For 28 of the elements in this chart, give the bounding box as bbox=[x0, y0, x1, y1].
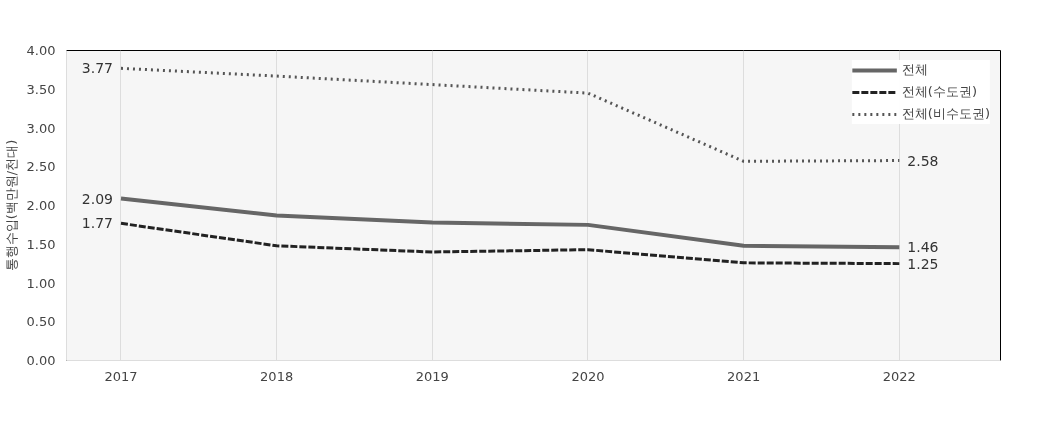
data-label: 2.58 bbox=[907, 152, 939, 169]
line-series bbox=[118, 196, 902, 250]
y-tick-label: 1.00 bbox=[26, 275, 56, 291]
data-label: 2.09 bbox=[81, 190, 113, 207]
legend-label: 전체 bbox=[901, 61, 928, 79]
x-tick-label: 2017 bbox=[104, 368, 138, 384]
legend-label: 전체(수도권) bbox=[901, 83, 977, 101]
x-tick-label: 2020 bbox=[571, 368, 605, 384]
y-tick-label: 0.50 bbox=[26, 314, 56, 330]
x-tick-label: 2018 bbox=[260, 368, 294, 384]
data-label: 1.46 bbox=[907, 239, 939, 256]
y-tick-label: 3.50 bbox=[26, 81, 56, 97]
x-tick-label: 2021 bbox=[727, 368, 761, 384]
data-label: 3.77 bbox=[81, 60, 113, 77]
y-tick-label: 2.00 bbox=[26, 198, 56, 213]
y-tick-label: 4.00 bbox=[26, 43, 56, 58]
x-tick-label: 2022 bbox=[882, 368, 916, 384]
data-label: 1.25 bbox=[907, 255, 939, 272]
y-axis-title: 통행수입(백만원/천대) bbox=[3, 139, 19, 272]
y-tick-label: 1.50 bbox=[26, 236, 56, 252]
data-label: 1.77 bbox=[81, 215, 113, 232]
line-series bbox=[119, 66, 901, 163]
y-tick-label: 3.00 bbox=[26, 120, 56, 136]
y-tick-label: 0.00 bbox=[26, 353, 56, 368]
y-tick-label: 2.50 bbox=[26, 159, 56, 175]
legend-label: 전체(비수도권) bbox=[901, 105, 990, 123]
line-series bbox=[119, 221, 901, 266]
x-tick-label: 2019 bbox=[415, 368, 449, 384]
